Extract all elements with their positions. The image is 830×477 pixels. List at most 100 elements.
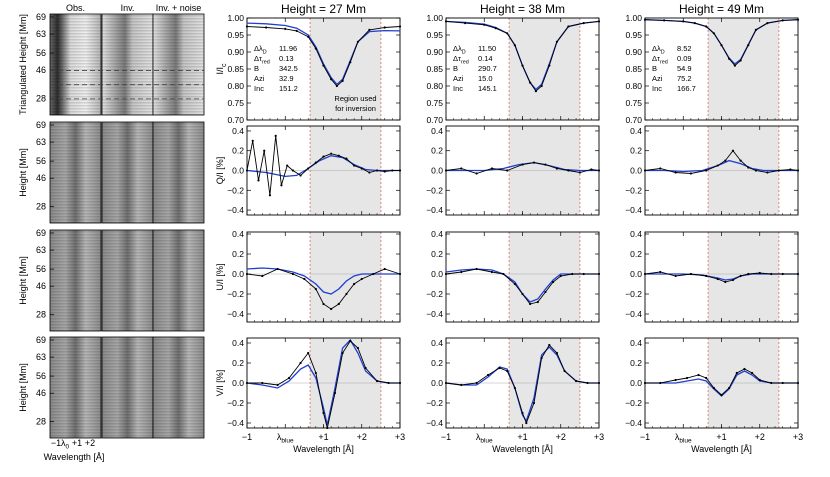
observed-point [330, 152, 333, 155]
observed-point [322, 155, 325, 158]
observed-point [521, 411, 524, 415]
ytick-label: −0.4 [426, 418, 443, 428]
observed-point [398, 272, 402, 276]
observed-point [781, 19, 784, 22]
observed-point [291, 272, 294, 276]
row-ylabel-main: I/I [215, 67, 225, 75]
observed-point [525, 421, 528, 425]
ytick-label: 0.75 [625, 98, 642, 108]
ytick-label: −0.2 [227, 289, 244, 299]
row-ylabel: I/Ic [215, 63, 228, 75]
observed-point [330, 307, 333, 311]
observed-point [747, 166, 750, 169]
observed-point [276, 267, 279, 271]
ytick-label: 0.0 [232, 166, 244, 176]
observed-point [464, 22, 467, 25]
ytick-label: 0.0 [630, 378, 642, 388]
ytick-label: 0.2 [630, 146, 642, 156]
row-ylabel: V/I [%] [215, 370, 225, 397]
xtick-label: +3 [594, 432, 604, 442]
observed-point [261, 381, 264, 385]
observed-point [770, 272, 773, 276]
observed-point [574, 379, 578, 383]
observed-point [274, 134, 277, 137]
param-label-main: Δτ [652, 54, 660, 63]
observed-point [486, 373, 490, 377]
observed-point [555, 167, 559, 170]
param-label: B [254, 64, 259, 73]
observed-point [475, 267, 478, 271]
inversion-region [708, 18, 779, 120]
image-xtick-lambda0-sub: 0 [65, 444, 69, 451]
observed-point [341, 79, 344, 82]
region-annotation: for inversion [335, 104, 376, 113]
observed-point [375, 379, 379, 383]
observed-point [276, 383, 279, 387]
observed-point [286, 164, 289, 167]
param-label: Azi [254, 74, 265, 83]
param-value: 145.1 [478, 84, 497, 93]
panel: 0.70 0.75 0.80 0.85 0.90 0.95 1.00 I/Ic ΔλD 11.96… [215, 13, 402, 125]
observed-point [781, 381, 784, 385]
observed-point [540, 356, 543, 360]
ytick-label: −0.4 [227, 309, 244, 319]
image-ytick-label: 46 [36, 388, 46, 398]
image-ytick-label: 56 [36, 371, 46, 381]
ytick-label: 0.4 [232, 126, 244, 136]
param-label: ΔλD [453, 44, 466, 55]
lambda-blue-label: λblue [476, 432, 493, 445]
param-value: 151.2 [279, 84, 298, 93]
observed-point [502, 272, 505, 276]
image-xtick-label: +2 [85, 438, 95, 448]
observed-point [674, 171, 677, 174]
observed-point [490, 167, 493, 170]
observed-point [268, 194, 272, 197]
observed-point [567, 169, 570, 172]
observed-point [337, 302, 340, 306]
observed-point [731, 278, 735, 282]
ytick-label: 0.2 [431, 358, 443, 368]
observed-point [770, 381, 773, 385]
inversion-region [509, 232, 580, 322]
observed-point [796, 169, 800, 172]
observed-point [521, 163, 524, 166]
observed-point [724, 280, 727, 284]
image-row-ylabel: Height [Mm] [18, 256, 28, 305]
observed-point [544, 290, 547, 294]
ytick-label: 0.0 [232, 269, 244, 279]
observed-point [567, 25, 570, 28]
observed-point [444, 169, 448, 172]
ytick-label: −0.2 [426, 289, 443, 299]
image-ytick-label: 63 [36, 245, 46, 255]
ytick-label: 0.0 [431, 269, 443, 279]
observed-point [383, 170, 386, 173]
observed-point [712, 32, 715, 35]
observed-point [739, 274, 742, 278]
image-ytick-label: 46 [36, 65, 46, 75]
observed-point [368, 28, 371, 31]
observed-point [597, 272, 601, 276]
observed-point [597, 381, 601, 385]
observed-point [245, 169, 249, 172]
ytick-label: 1.00 [426, 13, 443, 23]
ytick-label: 0.90 [426, 47, 443, 57]
observed-point [263, 149, 266, 152]
observed-point [720, 393, 723, 397]
ytick-label: 1.00 [227, 13, 244, 23]
observed-point [758, 271, 761, 275]
observed-point [796, 381, 800, 385]
observed-point [460, 383, 463, 387]
profile-panels: Height = 27 Mm 0.70 0.75 0.80 0.85 0.90 0.95 1.… [215, 2, 803, 454]
ytick-label: −0.2 [625, 289, 642, 299]
observed-point [529, 302, 532, 306]
panel-title: Height = 38 Mm [480, 2, 565, 16]
image-ytick-label: 63 [36, 352, 46, 362]
lambda-blue-label-sub: blue [281, 438, 294, 445]
ytick-label: 0.80 [426, 81, 443, 91]
observed-point [571, 272, 574, 276]
observed-point [287, 376, 291, 380]
param-label: Inc [453, 84, 463, 93]
observed-point [743, 367, 746, 371]
inversion-region [708, 232, 779, 322]
param-value: 290.7 [478, 64, 497, 73]
